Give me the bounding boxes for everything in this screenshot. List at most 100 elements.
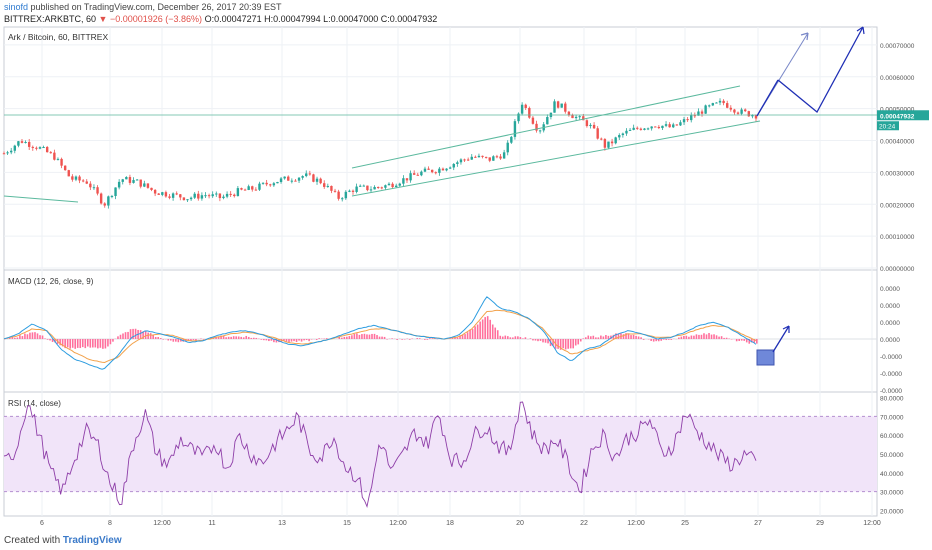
arrow-head-icon [800, 32, 809, 41]
macd-hist-bar [529, 338, 532, 339]
macd-hist-bar [112, 339, 114, 342]
macd-histogram [4, 316, 758, 350]
macd-hist-bar [748, 339, 751, 344]
macd-hist-bar [298, 339, 300, 341]
candle-body [287, 176, 290, 181]
macd-hist-bar [227, 336, 230, 339]
candle-body [157, 193, 160, 195]
candle-body [161, 192, 164, 195]
candle-body [513, 121, 517, 137]
candle-body [85, 181, 88, 184]
macd-hist-bar [74, 339, 77, 349]
macd-hist-bar [343, 336, 346, 339]
macd-hist-bar [24, 333, 26, 339]
macd-hist-bar [637, 336, 640, 339]
macd-hist-bar [338, 336, 341, 339]
macd-hist-bar [610, 335, 612, 339]
candle-body [387, 183, 391, 186]
macd-hist-bar [381, 336, 383, 339]
macd-hist-bar [552, 339, 554, 346]
macd-hist-bar [14, 337, 16, 339]
macd-hist-bar [260, 339, 263, 340]
macd-hist-bar [212, 338, 215, 339]
candle-body [121, 179, 124, 182]
candle-body [394, 185, 398, 188]
y-tick-label: 0.00030000 [880, 170, 915, 177]
macd-hist-bar [708, 333, 710, 339]
macd-hist-bar [122, 333, 124, 339]
pane-frame [3, 26, 878, 271]
macd-hist-bar [44, 338, 46, 339]
macd-hist-bar [590, 336, 592, 339]
macd-hist-bar [753, 339, 756, 343]
macd-hist-bar [300, 339, 303, 342]
macd-hist-bar [232, 336, 235, 339]
macd-hist-bar [479, 321, 481, 339]
macd-hist-bar [660, 339, 663, 341]
macd-hist-bar [688, 336, 690, 339]
macd-hist-bar [107, 339, 109, 347]
candle-body [233, 194, 236, 197]
macd-hist-bar [713, 334, 715, 339]
macd-hist-bar [59, 339, 61, 346]
candle-body [574, 116, 578, 119]
macd-hist-bar [94, 339, 97, 348]
macd-hist-bar [366, 334, 368, 339]
macd-hist-bar [582, 338, 585, 339]
macd-hist-bar [245, 335, 248, 339]
macd-hist-bar [64, 339, 66, 349]
macd-hist-bar [263, 339, 265, 341]
candle-body [369, 189, 373, 191]
macd-hist-bar [109, 339, 112, 345]
macd-y-tick: 0.0000 [880, 320, 900, 327]
candle-body [53, 152, 56, 160]
macd-hist-bar [240, 336, 243, 339]
macd-hist-bar [86, 339, 89, 347]
candle-body [668, 124, 671, 128]
macd-hist-bar [46, 339, 49, 340]
candle-body [726, 103, 729, 108]
candle-body [319, 178, 322, 184]
macd-hist-bar [11, 336, 14, 339]
candle-body [71, 176, 74, 180]
macd-hist-bar [341, 337, 343, 339]
macd-hist-bar [92, 339, 94, 348]
candle-body [459, 159, 463, 163]
candle-body [326, 185, 330, 187]
candle-body [492, 156, 495, 161]
rsi-y-tick: 40.0000 [880, 471, 904, 478]
macd-hist-bar [602, 336, 605, 339]
macd-hist-bar [491, 324, 494, 339]
macd-hist-bar [305, 339, 308, 341]
author-link[interactable]: sinofd [4, 2, 29, 12]
macd-hist-bar [353, 334, 356, 339]
macd-hist-bar [144, 330, 147, 339]
candle-body [679, 122, 682, 126]
candle-body [466, 159, 470, 161]
macd-hist-bar [222, 335, 225, 339]
macd-hist-bar [489, 319, 492, 339]
macd-hist-bar [97, 339, 99, 349]
macd-y-tick: 0.0000 [880, 286, 900, 293]
candle-body [391, 183, 394, 188]
macd-hist-bar [579, 339, 582, 342]
forecast-path-start [756, 79, 779, 117]
macd-hist-bar [348, 336, 351, 339]
x-tick-label: 12:00 [627, 520, 645, 527]
candle-body [373, 186, 376, 190]
y-tick-label: 0.00070000 [880, 43, 915, 50]
macd-forecast-arrow [772, 325, 790, 353]
tradingview-logo[interactable]: TradingView [62, 535, 122, 546]
macd-hist-bar [584, 337, 587, 339]
candle-body [380, 187, 383, 189]
macd-hist-bar [494, 327, 497, 339]
macd-hist-bar [710, 334, 713, 339]
macd-hist-bar [632, 334, 635, 339]
macd-hist-bar [255, 337, 258, 339]
candle-body [63, 165, 67, 171]
macd-hist-bar [655, 339, 657, 342]
macd-hist-bar [134, 328, 137, 339]
x-tick-label: 13 [278, 520, 286, 527]
x-tick-label: 11 [208, 520, 215, 527]
